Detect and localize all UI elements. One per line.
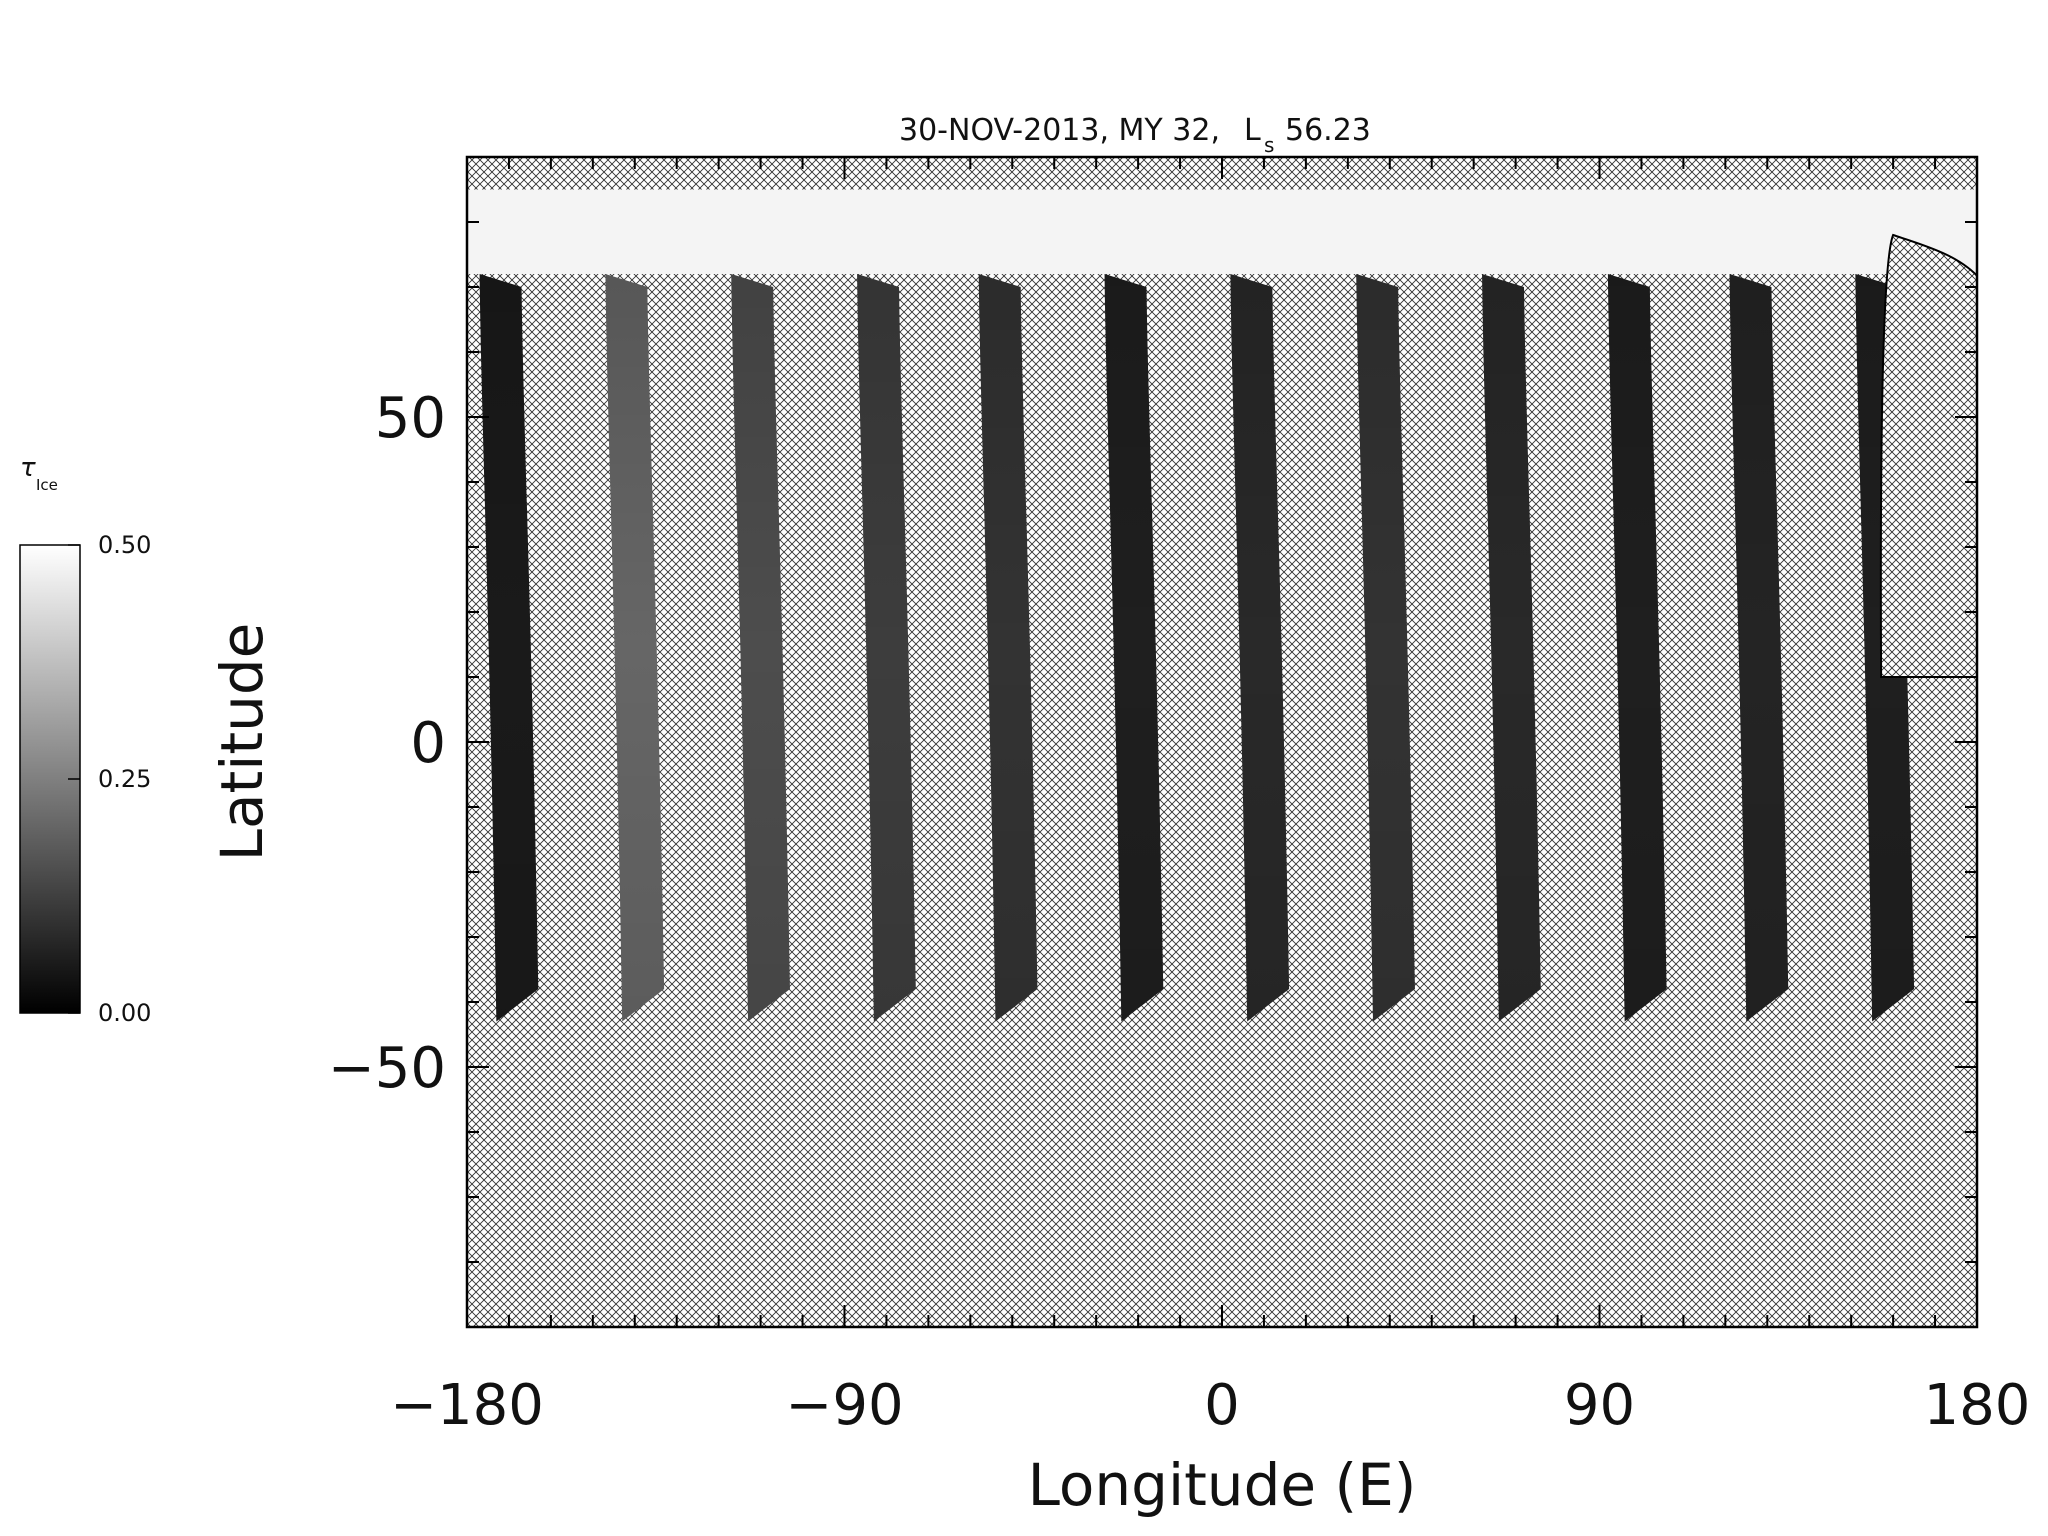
x-tick-label: −90 bbox=[785, 1373, 903, 1438]
y-axis-label: Latitude bbox=[208, 623, 276, 862]
colorbar-tick-label: 0.25 bbox=[98, 765, 151, 793]
swath-shade-10 bbox=[1607, 274, 1667, 1022]
colorbar-ticks: 0.50 0.25 0.00 bbox=[68, 531, 151, 1027]
y-axis-tick-labels: 50 0 −50 bbox=[328, 386, 446, 1101]
colorbar-tick-label: 0.50 bbox=[98, 531, 151, 559]
polar-cap-band bbox=[467, 189, 1977, 274]
swath-shade-2 bbox=[605, 274, 665, 1022]
x-tick-label: −180 bbox=[390, 1373, 544, 1438]
colorbar-tick-label: 0.00 bbox=[98, 999, 151, 1027]
y-tick-label: 50 bbox=[375, 386, 446, 451]
chart-title-ls-value: 56.23 bbox=[1285, 113, 1371, 148]
x-axis-tick-labels: −180 −90 0 90 180 bbox=[390, 1373, 2030, 1438]
y-tick-label: 0 bbox=[410, 711, 446, 776]
x-tick-label: 0 bbox=[1204, 1373, 1240, 1438]
y-tick-label: −50 bbox=[328, 1036, 446, 1101]
swath-shade-1 bbox=[479, 274, 539, 1022]
colorbar-symbol: τ bbox=[20, 453, 36, 483]
colorbar-subscript: Ice bbox=[36, 476, 58, 494]
swath-shade-7 bbox=[1230, 274, 1290, 1022]
chart-title-text: 30-NOV-2013, MY 32, bbox=[899, 113, 1220, 148]
chart-title-ls-symbol: L bbox=[1244, 113, 1261, 148]
swath-shade-9 bbox=[1482, 274, 1541, 1022]
x-tick-label: 180 bbox=[1924, 1373, 2031, 1438]
cap-gap-wedge-group bbox=[1879, 233, 1977, 678]
swath-shade-4 bbox=[857, 274, 916, 1022]
chart-title: 30-NOV-2013, MY 32, L s 56.23 bbox=[899, 113, 1371, 157]
chart-title-ls-subscript: s bbox=[1264, 133, 1274, 157]
x-axis-ticks bbox=[466, 157, 1978, 1327]
no-data-hatch bbox=[467, 157, 1977, 1327]
swath-shade-6 bbox=[1104, 274, 1164, 1022]
x-axis-label: Longitude (E) bbox=[1028, 1451, 1417, 1519]
swath-shade-11 bbox=[1729, 274, 1789, 1022]
cap-gap-wedge bbox=[1879, 233, 1977, 678]
orbit-swaths bbox=[479, 274, 1915, 1022]
swath-shade-8 bbox=[1356, 274, 1415, 1022]
x-tick-label: 90 bbox=[1564, 1373, 1635, 1438]
plot-area bbox=[467, 157, 1977, 1327]
swath-shade-3 bbox=[731, 274, 790, 1022]
y-axis-ticks bbox=[467, 156, 1977, 1328]
colorbar: τ Ice 0.50 0.25 0.00 bbox=[19, 453, 151, 1027]
swath-shade-5 bbox=[978, 274, 1038, 1022]
